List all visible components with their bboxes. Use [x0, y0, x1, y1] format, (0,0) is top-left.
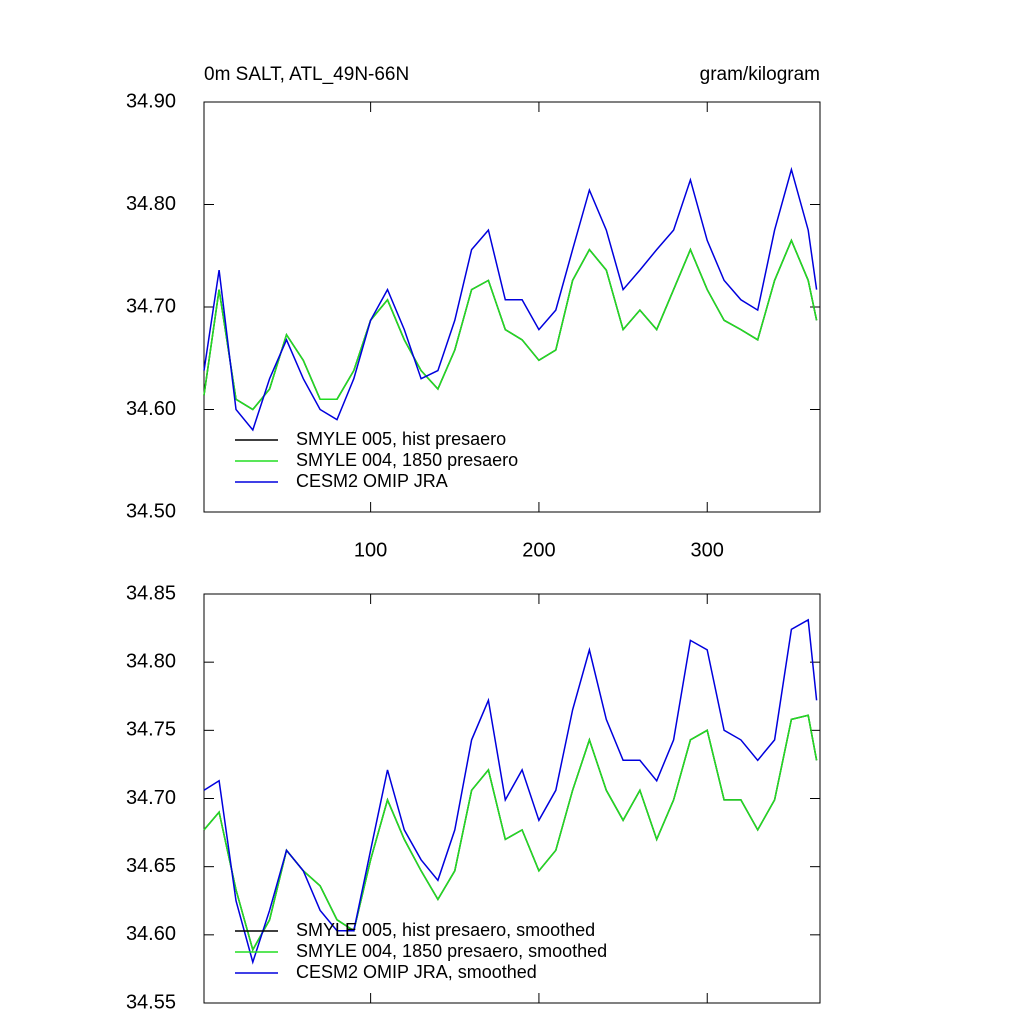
legend-label: SMYLE 004, 1850 presaero, smoothed [296, 941, 607, 961]
y-tick-label: 34.75 [126, 719, 176, 741]
y-tick-label: 34.85 [126, 582, 176, 604]
legend-label: CESM2 OMIP JRA [296, 471, 448, 491]
series-line [203, 166, 818, 432]
y-tick-label: 34.70 [126, 295, 176, 317]
unit-label: gram/kilogram [700, 64, 820, 85]
y-tick-label: 34.60 [126, 923, 176, 945]
series-line [203, 238, 818, 411]
series-line [203, 618, 818, 965]
x-tick-label: 100 [354, 539, 387, 561]
x-tick-label: 200 [522, 539, 555, 561]
y-tick-label: 34.90 [126, 90, 176, 112]
x-tick-label: 300 [691, 539, 724, 561]
series-line [203, 238, 818, 411]
legend-label: SMYLE 004, 1850 presaero [296, 450, 518, 470]
y-tick-label: 34.80 [126, 193, 176, 215]
legend-label: SMYLE 005, hist presaero, smoothed [296, 920, 595, 940]
y-tick-label: 34.60 [126, 398, 176, 420]
y-tick-label: 34.65 [126, 855, 176, 877]
chart-title: 0m SALT, ATL_49N-66N [204, 64, 409, 85]
legend-label: CESM2 OMIP JRA, smoothed [296, 962, 537, 982]
y-tick-label: 34.50 [126, 500, 176, 522]
y-tick-label: 34.55 [126, 991, 176, 1013]
y-tick-label: 34.70 [126, 787, 176, 809]
series-line [203, 714, 818, 952]
legend-label: SMYLE 005, hist presaero [296, 429, 506, 449]
series-line [203, 714, 818, 952]
y-tick-label: 34.80 [126, 650, 176, 672]
